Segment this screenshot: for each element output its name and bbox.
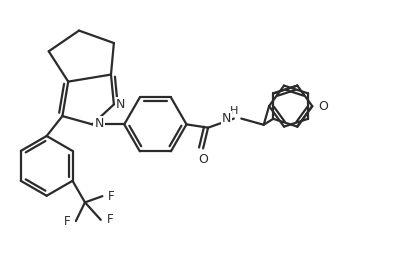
Text: H: H	[230, 107, 238, 116]
Text: F: F	[107, 213, 113, 226]
Text: F: F	[108, 190, 115, 203]
Text: O: O	[318, 100, 328, 113]
Text: O: O	[198, 154, 208, 166]
Text: N: N	[222, 112, 231, 125]
Text: N: N	[116, 98, 126, 111]
Text: N: N	[94, 117, 104, 130]
Text: F: F	[63, 215, 70, 227]
